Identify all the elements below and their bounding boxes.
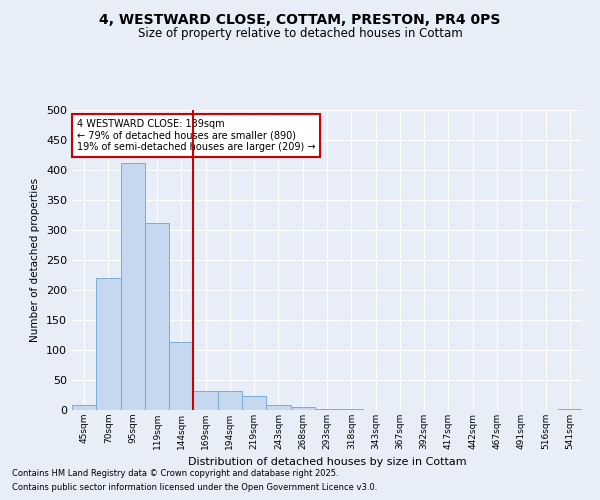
Bar	[266, 405, 290, 410]
Text: Contains public sector information licensed under the Open Government Licence v3: Contains public sector information licen…	[12, 484, 377, 492]
Bar	[145, 223, 169, 410]
Text: Contains HM Land Registry data © Crown copyright and database right 2025.: Contains HM Land Registry data © Crown c…	[12, 468, 338, 477]
Text: 4, WESTWARD CLOSE, COTTAM, PRESTON, PR4 0PS: 4, WESTWARD CLOSE, COTTAM, PRESTON, PR4 …	[100, 12, 500, 26]
X-axis label: Distribution of detached houses by size in Cottam: Distribution of detached houses by size …	[188, 458, 466, 468]
Y-axis label: Number of detached properties: Number of detached properties	[31, 178, 40, 342]
Text: 4 WESTWARD CLOSE: 139sqm
← 79% of detached houses are smaller (890)
19% of semi-: 4 WESTWARD CLOSE: 139sqm ← 79% of detach…	[77, 119, 316, 152]
Bar	[315, 409, 339, 410]
Bar	[218, 392, 242, 410]
Bar	[290, 407, 315, 410]
Bar	[72, 405, 96, 410]
Text: Size of property relative to detached houses in Cottam: Size of property relative to detached ho…	[137, 28, 463, 40]
Bar	[242, 396, 266, 410]
Bar	[169, 342, 193, 410]
Bar	[121, 163, 145, 410]
Bar	[193, 392, 218, 410]
Bar	[558, 409, 582, 410]
Bar	[96, 278, 121, 410]
